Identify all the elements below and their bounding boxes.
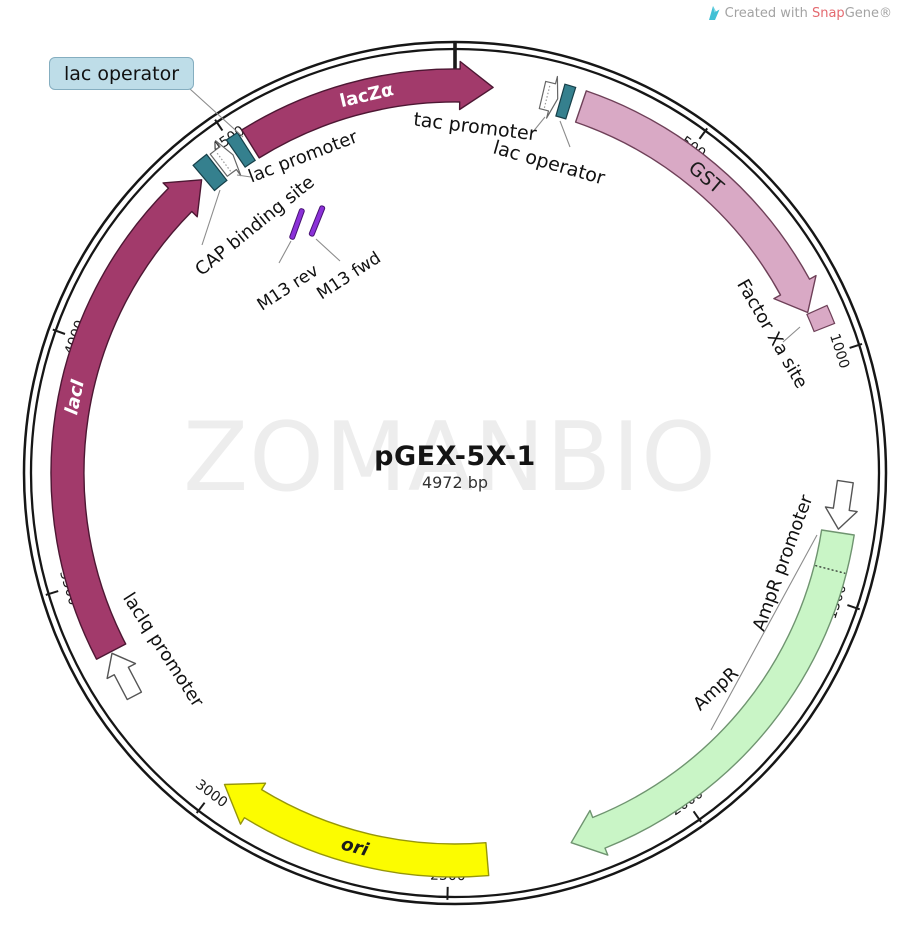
pointer-arrow-laciq-promoter: [106, 652, 143, 701]
plasmid-title-block: pGEX-5X-1 4972 bp: [305, 441, 605, 492]
feature-block-factor-xa-site: [806, 304, 836, 333]
snapgene-logo-icon: [708, 6, 720, 20]
leader-callout-lac-operator: [189, 88, 244, 138]
plasmid-size: 4972 bp: [421, 473, 489, 492]
feature-block-lac-operator-b: [225, 131, 257, 168]
leader-ampr-promoter: [710, 534, 818, 731]
label-cap-binding-site: CAP binding site: [191, 172, 318, 281]
tick-mark-4500: [214, 119, 224, 132]
feature-divider-AmpR: [815, 565, 846, 574]
promoter-glyph-tac-promoter: [538, 75, 559, 119]
feature-block-cap-binding-site: [192, 153, 228, 192]
promoter-glyph-dots-tac-promoter: [543, 84, 551, 108]
feature-AmpR: [570, 529, 855, 856]
tick-mark-3000: [195, 802, 206, 814]
feature-lacZa: [241, 60, 494, 159]
feature-GST: [574, 90, 817, 314]
callout-lac-operator: lac operator: [49, 57, 194, 90]
tick-mark-1500: [847, 604, 861, 611]
pointer-arrow-ampr-promoter: [824, 479, 858, 530]
primer-bar-m13-fwd: [308, 205, 326, 237]
feature-arrow-lacI: [50, 179, 203, 660]
callout-label: lac operator: [63, 62, 180, 85]
tick-label-1000: 1000: [826, 332, 852, 371]
leader-factor-xa-site: [782, 326, 801, 343]
feature-laciq-promoter: [106, 652, 143, 701]
plasmid-name: pGEX-5X-1: [374, 441, 536, 472]
feature-lac-operator-a: [555, 83, 577, 120]
leader-m13-fwd: [315, 238, 341, 262]
feature-arrow-AmpR: [570, 529, 855, 856]
feature-ori: [223, 782, 490, 878]
leader-lac-promoter: [236, 174, 252, 178]
credit-text: Created with SnapGene®: [724, 5, 892, 21]
tick-label-3000: 3000: [192, 777, 230, 811]
feature-block-lac-operator-a: [555, 83, 577, 120]
feature-arrow-lacZa: [241, 60, 494, 159]
feature-tac-promoter: [538, 75, 559, 119]
feature-arrow-GST: [574, 90, 817, 314]
feature-m13-fwd: [308, 205, 326, 237]
feature-ampr-promoter: [824, 479, 858, 530]
label-lac-operator-a: lac operator: [491, 137, 608, 190]
tick-mark-1000: [849, 342, 863, 349]
watermark: ZOMANBIO: [183, 403, 717, 513]
label-m13-fwd: M13 fwd: [313, 248, 384, 304]
tick-mark-4000: [52, 328, 66, 335]
feature-lac-operator-b: [225, 131, 257, 168]
primer-bar-m13-rev: [289, 208, 305, 240]
label-tac-promoter: tac promoter: [412, 109, 538, 146]
leader-m13-rev: [278, 240, 292, 264]
label-m13-rev: M13 rev: [254, 261, 323, 315]
label-AmpR: AmpR: [689, 663, 743, 715]
snapgene-credit: Created with SnapGene®: [707, 4, 892, 22]
feature-lacI: [50, 179, 203, 660]
promoter-glyph-dots-lac-promoter: [215, 151, 232, 172]
leader-tac-promoter: [531, 116, 546, 134]
tick-mark-500: [698, 127, 709, 140]
feature-factor-xa-site: [806, 304, 836, 333]
feature-arrow-ori: [223, 782, 490, 878]
leader-lac-operator-a: [559, 120, 571, 148]
leader-cap-binding-site: [201, 189, 221, 246]
feature-cap-binding-site: [192, 153, 228, 192]
promoter-glyph-lac-promoter: [209, 140, 242, 177]
tick-mark-3500: [45, 590, 59, 596]
feature-m13-rev: [289, 208, 305, 240]
feature-lac-promoter: [209, 140, 242, 177]
tick-mark-2000: [692, 810, 702, 823]
